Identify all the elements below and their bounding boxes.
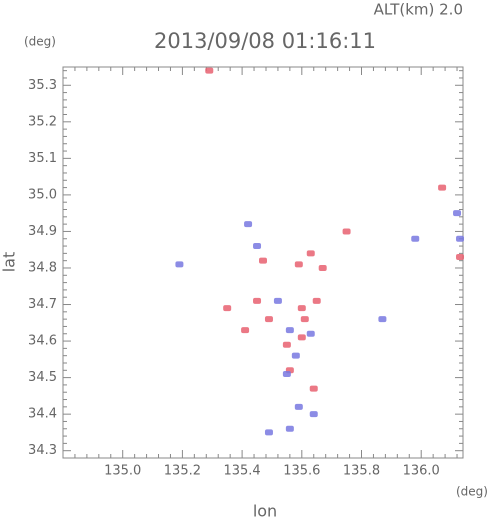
echo-point xyxy=(253,297,262,304)
echo-point xyxy=(259,257,267,264)
y-tick-label: 34.4 xyxy=(28,407,57,422)
echo-point xyxy=(282,370,291,377)
echo-point xyxy=(318,264,327,271)
plot-frame xyxy=(62,66,464,459)
echo-point xyxy=(312,297,321,304)
echo-point xyxy=(297,305,306,312)
x-axis-label: lon xyxy=(253,502,277,521)
echo-point xyxy=(309,411,318,418)
echo-point xyxy=(223,305,232,312)
y-tick-label: 34.3 xyxy=(28,443,57,458)
y-tick-label: 34.8 xyxy=(28,260,57,275)
echo-point xyxy=(175,261,184,268)
y-tick-label: 34.5 xyxy=(28,370,57,385)
echo-point xyxy=(411,235,420,242)
echo-point xyxy=(294,403,303,410)
echo-point xyxy=(438,184,447,191)
echo-point xyxy=(297,334,306,341)
y-tick-label: 35.3 xyxy=(28,78,57,93)
echo-point xyxy=(244,221,253,228)
echo-point xyxy=(294,261,303,268)
echo-point xyxy=(306,250,315,257)
echo-point xyxy=(291,352,300,359)
echo-point xyxy=(285,425,294,432)
x-tick-label: 135.0 xyxy=(104,464,141,479)
y-tick-label: 35.1 xyxy=(28,151,57,166)
echo-point xyxy=(264,429,273,436)
x-unit: (deg) xyxy=(456,485,488,499)
y-tick-label: 35.0 xyxy=(28,187,57,202)
chart-title: 2013/09/08 01:16:11 xyxy=(154,29,376,53)
echo-point xyxy=(453,210,462,217)
y-tick-label: 34.7 xyxy=(28,297,57,312)
chart-subtitle: ALT(km) 2.0 xyxy=(374,1,463,19)
echo-point xyxy=(456,235,465,242)
y-tick-label: 34.9 xyxy=(28,224,57,239)
echo-point xyxy=(282,341,291,348)
echo-point xyxy=(342,228,351,235)
x-tick-label: 135.6 xyxy=(283,464,320,479)
echo-point xyxy=(309,385,318,392)
echo-point xyxy=(253,243,262,250)
echo-point xyxy=(456,254,465,261)
echo-point xyxy=(205,67,214,74)
y-tick-label: 35.2 xyxy=(28,114,57,129)
echo-point xyxy=(378,316,387,323)
x-tick-label: 135.2 xyxy=(164,464,201,479)
x-tick-label: 136.0 xyxy=(403,464,440,479)
x-tick-label: 135.4 xyxy=(223,464,260,479)
echo-point xyxy=(285,327,294,334)
echo-point xyxy=(306,330,315,337)
echo-point xyxy=(264,316,273,323)
y-tick-label: 34.6 xyxy=(28,334,57,349)
y-axis-label: lat xyxy=(0,252,19,273)
echo-point xyxy=(273,297,282,304)
echo-point xyxy=(241,327,250,334)
echo-point xyxy=(300,316,309,323)
y-unit: (deg) xyxy=(24,35,56,49)
x-tick-label: 135.8 xyxy=(343,464,380,479)
